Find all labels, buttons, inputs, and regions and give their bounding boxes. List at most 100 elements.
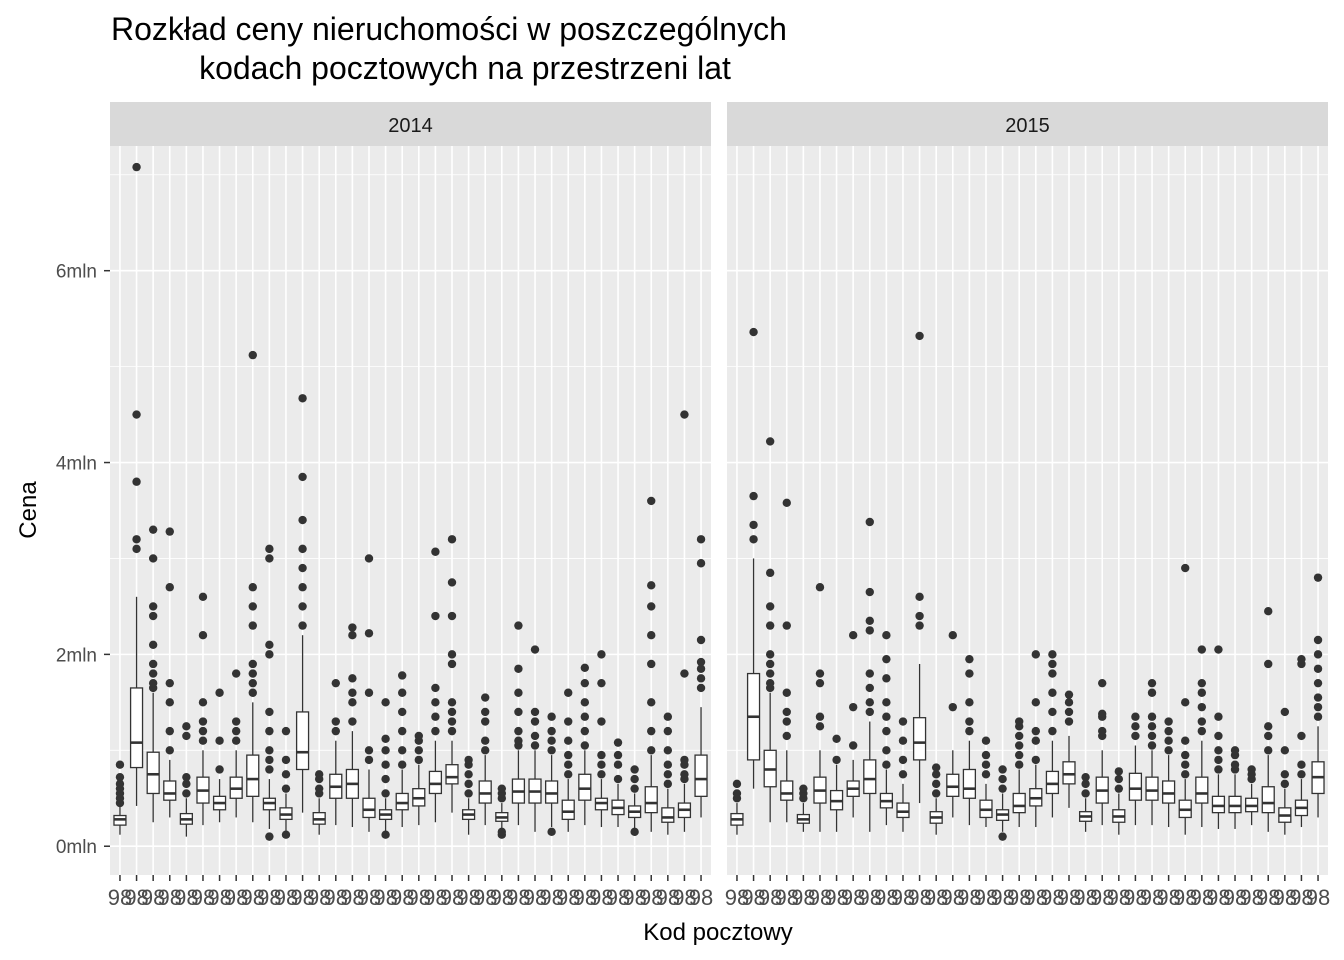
- box-2014-21: [445, 535, 459, 813]
- box-2014-6: [196, 592, 210, 826]
- outlier-point: [782, 621, 791, 630]
- outlier-point: [865, 616, 874, 626]
- y-tick-label: 6mln: [56, 262, 97, 283]
- outlier-point: [1147, 722, 1157, 731]
- x-tick-label: 98: [1040, 885, 1064, 910]
- outlier-point: [1064, 707, 1074, 717]
- box-2015-28: [1178, 563, 1192, 835]
- x-tick-label: 98: [1156, 885, 1180, 910]
- outlier-point: [497, 827, 507, 837]
- box-iqr: [129, 687, 144, 769]
- outlier-point: [148, 602, 158, 611]
- facet-panel-2014: 2014989898989898989898989898989898989898…: [108, 102, 713, 910]
- outlier-point: [564, 760, 573, 769]
- y-tick-label: 0mln: [56, 837, 97, 858]
- outlier-point: [799, 784, 808, 793]
- x-tick-label: 98: [1206, 885, 1230, 910]
- outlier-point: [749, 491, 758, 501]
- box-2015-33: [1261, 607, 1275, 832]
- outlier-point: [397, 671, 407, 680]
- outlier-point: [165, 698, 174, 707]
- y-axis-title: Cena: [15, 481, 42, 539]
- box-2014-15: [345, 623, 360, 828]
- outlier-point: [597, 750, 606, 760]
- outlier-point: [696, 559, 706, 568]
- outlier-point: [865, 698, 874, 707]
- outlier-point: [265, 640, 274, 649]
- box-iqr: [362, 797, 376, 819]
- x-tick-label: 98: [656, 885, 680, 910]
- outlier-point: [198, 592, 208, 602]
- outlier-point: [281, 770, 291, 779]
- facet-strip-label: 2014: [388, 115, 433, 137]
- outlier-point: [547, 827, 556, 837]
- outlier-point: [514, 736, 523, 745]
- outlier-point: [115, 760, 125, 769]
- x-tick-label: 98: [1090, 885, 1114, 910]
- box-2014-32: [628, 765, 642, 837]
- outlier-point: [348, 674, 357, 683]
- x-tick-label: 98: [1173, 885, 1197, 910]
- box-iqr: [395, 792, 409, 811]
- x-tick-label: 98: [224, 885, 248, 910]
- outlier-point: [530, 707, 540, 717]
- outlier-point: [364, 688, 374, 697]
- outlier-point: [696, 657, 706, 667]
- x-tick-label: 98: [1306, 885, 1330, 910]
- outlier-point: [680, 755, 689, 765]
- x-tick-label: 98: [423, 885, 447, 910]
- outlier-point: [882, 726, 891, 736]
- outlier-point: [1147, 731, 1157, 741]
- box-iqr: [896, 802, 910, 819]
- outlier-point: [898, 717, 908, 726]
- x-tick-label: 98: [307, 885, 331, 910]
- box-2015-30: [1211, 645, 1226, 829]
- outlier-point: [848, 741, 858, 750]
- outlier-point: [1214, 712, 1223, 721]
- outlier-point: [281, 784, 291, 793]
- outlier-point: [447, 611, 457, 621]
- outlier-point: [965, 698, 974, 707]
- box-2015-8: [846, 630, 860, 818]
- box-2015-36: [1311, 573, 1325, 818]
- outlier-point: [381, 760, 390, 769]
- outlier-point: [613, 750, 623, 760]
- outlier-point: [1264, 659, 1273, 669]
- outlier-point: [1214, 731, 1223, 741]
- outlier-point: [580, 712, 590, 721]
- x-tick-label: 98: [1057, 885, 1081, 910]
- outlier-point: [1014, 750, 1024, 760]
- outlier-point: [696, 664, 706, 673]
- x-tick-label: 98: [456, 885, 480, 910]
- box-iqr: [544, 780, 559, 804]
- outlier-point: [148, 678, 158, 688]
- box-iqr: [478, 780, 492, 804]
- facet-strip: [727, 102, 1328, 146]
- box-2015-12: [912, 331, 927, 804]
- outlier-point: [1313, 664, 1323, 673]
- panel-background: [727, 146, 1328, 875]
- outlier-point: [948, 702, 957, 712]
- outlier-point: [965, 669, 974, 678]
- outlier-point: [1214, 765, 1223, 774]
- outlier-point: [765, 568, 775, 578]
- outlier-point: [314, 770, 324, 779]
- outlier-point: [765, 659, 775, 669]
- outlier-point: [749, 520, 758, 530]
- x-tick-label: 98: [907, 885, 931, 910]
- outlier-point: [514, 664, 523, 673]
- box-2014-29: [578, 663, 592, 826]
- box-iqr: [1045, 770, 1060, 795]
- box-iqr: [428, 770, 443, 795]
- outlier-point: [865, 707, 874, 717]
- x-tick-label: 98: [622, 885, 646, 910]
- box-2014-9: [246, 350, 260, 823]
- box-2014-1: [113, 760, 127, 835]
- outlier-point: [696, 674, 706, 683]
- outlier-point: [580, 678, 590, 688]
- outlier-point: [564, 736, 573, 745]
- box-2014-31: [611, 738, 625, 828]
- outlier-point: [898, 770, 908, 779]
- outlier-point: [1313, 678, 1323, 688]
- outlier-point: [248, 602, 257, 611]
